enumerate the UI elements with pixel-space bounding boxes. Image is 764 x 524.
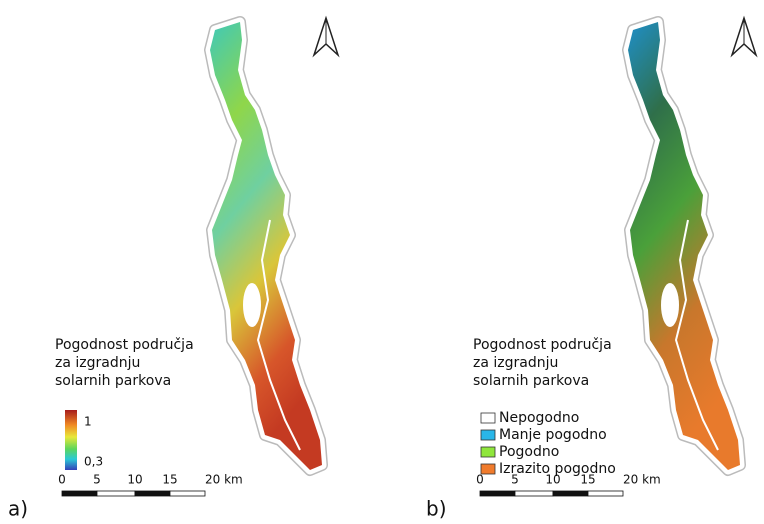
- legend-title: za izgradnju: [55, 355, 140, 371]
- legend-title: za izgradnju: [473, 355, 558, 371]
- panel-label: a): [8, 497, 28, 521]
- scale-segment: [61, 490, 98, 497]
- scale-label: 10: [127, 473, 142, 487]
- legend-title: Pogodnost područja: [473, 337, 612, 353]
- scale-label: 0: [58, 473, 66, 487]
- scale-label: 5: [93, 473, 101, 487]
- scale-segment: [552, 490, 589, 497]
- ramp-min-label: 0,3: [84, 455, 103, 469]
- legend-label: Izrazito pogodno: [499, 461, 616, 477]
- legend-label: Pogodno: [499, 444, 559, 460]
- legend-title: solarnih parkova: [473, 373, 589, 389]
- scale-segment: [514, 490, 554, 497]
- panel-label: b): [426, 497, 447, 521]
- island-suitability: [628, 22, 740, 470]
- scale-label: 0: [476, 473, 484, 487]
- legend-swatch: [480, 463, 496, 475]
- lake: [243, 283, 261, 327]
- scale-segment: [587, 490, 624, 497]
- scale-label: 20 km: [623, 473, 661, 487]
- road: [256, 219, 301, 451]
- legend-title: solarnih parkova: [55, 373, 171, 389]
- scale-segment: [96, 490, 136, 497]
- scale-segment: [134, 490, 171, 497]
- lake: [661, 283, 679, 327]
- scale-label: 20 km: [205, 473, 243, 487]
- scale-label: 10: [545, 473, 560, 487]
- ramp-max-label: 1: [84, 415, 92, 429]
- legend-swatch: [480, 446, 496, 458]
- scale-segment: [169, 490, 206, 497]
- legend-title: Pogodnost područja: [55, 337, 194, 353]
- scale-label: 15: [580, 473, 595, 487]
- color-ramp: [65, 410, 77, 470]
- map-panel: Pogodnost područja za izgradnju solarnih p…: [8, 15, 340, 521]
- island-suitability: [210, 22, 322, 470]
- scale-label: 15: [162, 473, 177, 487]
- scale-label: 5: [511, 473, 519, 487]
- legend-swatch: [480, 412, 496, 424]
- road: [674, 219, 719, 451]
- map-panel: Pogodnost područja za izgradnju solarnih p…: [426, 15, 758, 521]
- legend-label: Manje pogodno: [499, 427, 607, 443]
- legend-label: Nepogodno: [499, 410, 579, 426]
- scale-segment: [479, 490, 516, 497]
- legend-swatch: [480, 429, 496, 441]
